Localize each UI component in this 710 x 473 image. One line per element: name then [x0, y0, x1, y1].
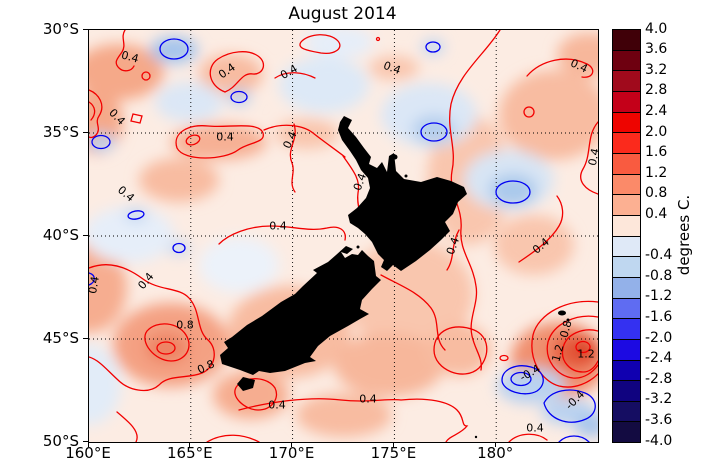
colorbar-tick-label: -0.8 — [645, 267, 673, 284]
colorbar-tick-label: -3.6 — [645, 411, 673, 428]
north-island — [338, 116, 467, 271]
colorbar-tick-label: 1.6 — [645, 144, 668, 161]
x-tick-label: 180° — [477, 444, 514, 462]
colorbar-tick-label: 2.0 — [645, 123, 668, 140]
colorbar-label: degrees C. — [675, 194, 693, 276]
colorbar-segment — [613, 70, 640, 91]
colorbar-segment — [613, 256, 640, 277]
x-tick-label: 165°E — [166, 444, 213, 462]
map-canvas — [89, 30, 598, 442]
colorbar-segment — [613, 338, 640, 360]
stewart-island — [237, 377, 255, 391]
colorbar-segment — [613, 152, 640, 174]
x-tickmark — [291, 443, 293, 447]
colorbar-segment — [613, 194, 640, 215]
chatham-islands — [566, 318, 570, 322]
colorbar-segment — [613, 173, 640, 195]
y-tick-label: 30°S — [42, 20, 79, 38]
colorbar-tick-label: -2.0 — [645, 329, 673, 346]
colorbar-segment — [613, 132, 640, 153]
colorbar-segment — [613, 421, 640, 443]
colorbar-segment — [613, 318, 640, 339]
y-tick-label: 45°S — [42, 329, 79, 347]
colorbar-tick-label: -1.2 — [645, 288, 673, 305]
y-tickmark — [83, 234, 88, 236]
colorbar-segment — [613, 111, 640, 133]
graticule — [89, 30, 598, 442]
colorbar-tick-label: -1.6 — [645, 308, 673, 325]
colorbar-tick-label: 0.4 — [645, 205, 668, 222]
y-tickmark — [83, 337, 88, 339]
x-tick-label: 160°E — [65, 444, 111, 462]
chart-title: August 2014 — [288, 4, 397, 24]
y-tick-label: 40°S — [42, 226, 79, 244]
colorbar-segment — [613, 49, 640, 71]
x-tick-label: 170°E — [268, 444, 315, 462]
colorbar-segment — [613, 380, 640, 401]
colorbar-segment — [613, 90, 640, 112]
colorbar-tick-label: -4.0 — [645, 432, 673, 449]
y-tickmark — [83, 440, 88, 442]
colorbar-segment — [613, 30, 640, 50]
contour-lines-positive — [89, 30, 598, 442]
y-tick-label: 50°S — [42, 432, 79, 450]
anomaly-field — [89, 30, 598, 437]
x-tickmark — [189, 443, 191, 447]
y-tickmark — [83, 28, 88, 30]
colorbar-segment — [613, 297, 640, 319]
colorbar-tick-label: -3.2 — [645, 391, 673, 408]
x-tickmark — [494, 443, 496, 447]
offshore-island — [404, 174, 408, 178]
colorbar-segment — [613, 214, 640, 236]
colorbar-tick-label: -0.4 — [645, 247, 673, 264]
colorbar-segment — [613, 400, 640, 422]
x-tickmark — [87, 443, 89, 447]
colorbar-segment — [613, 359, 640, 381]
colorbar-tick-label: 3.6 — [645, 41, 668, 58]
colorbar-segment — [613, 235, 640, 257]
contour-lines-negative — [89, 38, 596, 442]
y-tick-label: 35°S — [42, 123, 79, 141]
colorbar-tick-label: 2.4 — [645, 102, 668, 119]
x-tick-label: 175°E — [370, 444, 417, 462]
offshore-island — [356, 245, 360, 249]
plot-area: 0.4 0.4 0.4 0.4 0.4 0.4 0.4 0.4 0.4 0.4 0.4 0.4 0.4 0… — [86, 29, 602, 443]
colorbar-tick-label: 2.8 — [645, 82, 668, 99]
colorbar-segment — [613, 276, 640, 298]
x-tickmark — [392, 443, 394, 447]
south-island — [220, 246, 381, 375]
colorbar-tick-label: 1.2 — [645, 164, 668, 181]
y-tickmark — [83, 131, 88, 133]
colorbar-tick-label: 3.2 — [645, 61, 668, 78]
offshore-island — [392, 154, 398, 160]
chatham-islands — [558, 310, 566, 316]
colorbar-tick-label: 4.0 — [645, 20, 668, 37]
colorbar-tick-label: 0.8 — [645, 185, 668, 202]
colorbar-tick-label: -2.8 — [645, 370, 673, 387]
new-zealand-landmass — [220, 116, 570, 439]
colorbar — [612, 29, 641, 443]
colorbar-tick-label: -2.4 — [645, 350, 673, 367]
offshore-island — [474, 435, 478, 439]
